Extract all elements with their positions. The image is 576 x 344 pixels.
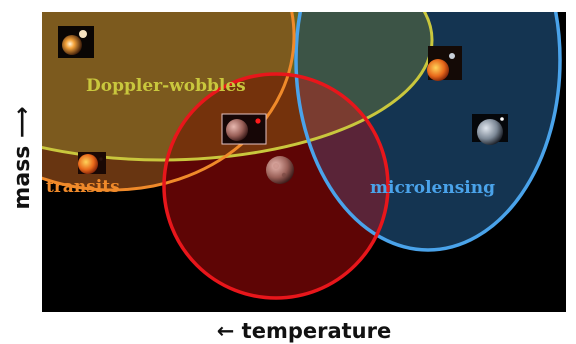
microlensing-outline <box>294 12 562 252</box>
doppler-label: Doppler-wobbles <box>86 76 246 96</box>
planet-moon-image <box>221 113 267 145</box>
star-planet-image <box>427 46 462 81</box>
habitable-doppler-overlap <box>164 74 388 160</box>
binary-star-image <box>58 26 94 58</box>
habitable-outline <box>162 72 390 300</box>
doppler-outline <box>42 12 434 162</box>
transits-outline <box>42 12 296 192</box>
habitable-planet-image <box>266 156 294 184</box>
grey-planet-image <box>472 114 508 145</box>
x-axis-label: ← temperature <box>217 319 391 343</box>
habitable-microlensing-overlap <box>296 74 388 250</box>
transits-label: transits <box>46 177 120 197</box>
microlensing-label: microlensing <box>370 178 495 198</box>
transit-sun-image <box>78 152 106 174</box>
y-axis-label: mass ⟶ <box>10 106 35 209</box>
